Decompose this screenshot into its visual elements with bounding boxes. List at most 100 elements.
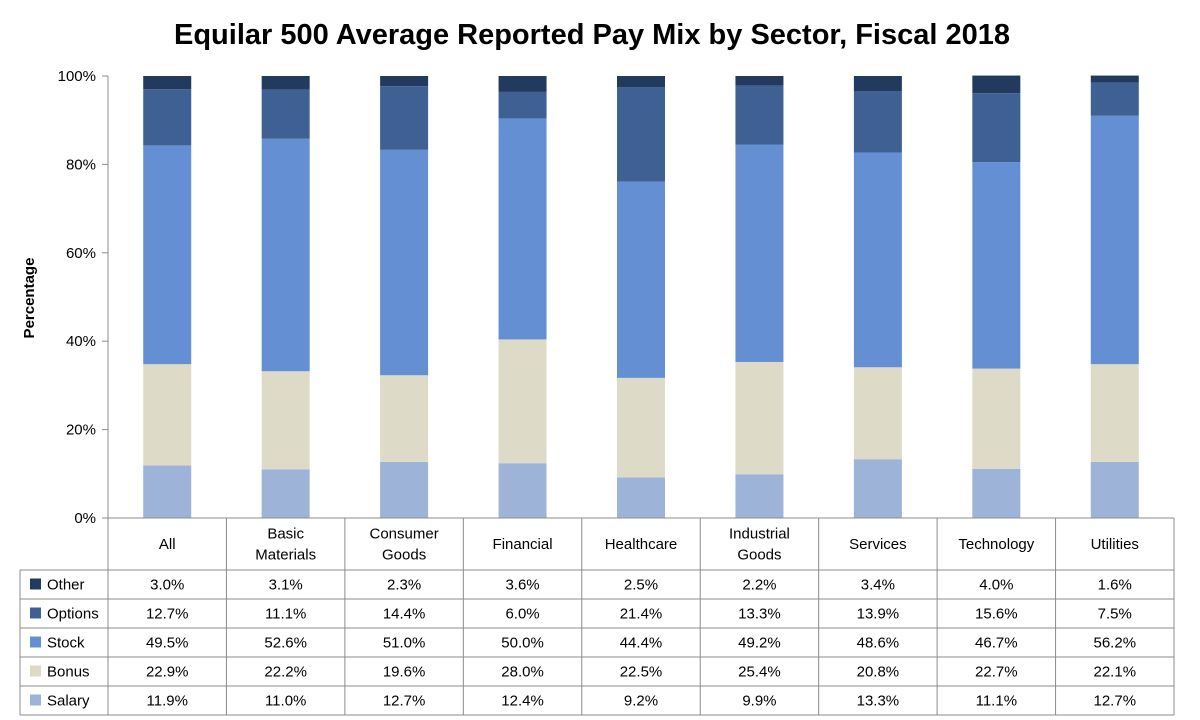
data-label-salary: 9.9% xyxy=(742,693,776,710)
category-label: All xyxy=(159,536,176,553)
category-label: Services xyxy=(849,536,907,553)
data-table: All Basic Materials Consumer Goods Financial H… xyxy=(19,517,1175,716)
bar-other-6 xyxy=(853,76,902,92)
data-label-bonus: 25.4% xyxy=(738,664,781,681)
legend-swatch-options xyxy=(30,607,41,619)
data-label-salary: 9.2% xyxy=(624,693,658,710)
legend-label-other: Other xyxy=(47,577,85,594)
category-label: Basic xyxy=(267,526,304,543)
legend-swatch-salary xyxy=(30,694,41,706)
data-label-other: 1.6% xyxy=(1098,577,1132,594)
category-label: Technology xyxy=(958,536,1034,553)
bar-bonus-3 xyxy=(498,339,547,464)
data-label-bonus: 20.8% xyxy=(857,664,900,681)
category-label: Industrial xyxy=(729,526,790,543)
data-label-other: 4.0% xyxy=(979,577,1013,594)
bar-stock-0 xyxy=(143,145,192,365)
y-tick-label: 20% xyxy=(66,422,96,439)
data-label-bonus: 19.6% xyxy=(383,664,426,681)
data-label-options: 7.5% xyxy=(1098,606,1132,623)
data-label-salary: 13.3% xyxy=(857,693,900,710)
data-label-bonus: 22.2% xyxy=(264,664,307,681)
data-label-stock: 48.6% xyxy=(857,635,900,652)
category-label: Utilities xyxy=(1091,536,1139,553)
bar-options-0 xyxy=(143,89,192,146)
y-tick-label: 0% xyxy=(74,510,96,527)
bar-other-3 xyxy=(498,76,547,92)
bar-options-7 xyxy=(972,93,1021,163)
data-label-options: 13.3% xyxy=(738,606,781,623)
data-label-options: 11.1% xyxy=(265,606,306,623)
category-label: Materials xyxy=(255,547,316,564)
bar-bonus-1 xyxy=(261,371,310,470)
bar-bonus-5 xyxy=(735,361,784,475)
data-label-stock: 51.0% xyxy=(383,635,426,652)
y-axis-ticks: 0% 20% 40% 60% 80% 100% xyxy=(58,68,109,527)
bar-bonus-6 xyxy=(853,367,902,460)
y-tick-label: 60% xyxy=(66,245,96,262)
legend-label-stock: Stock xyxy=(47,635,85,652)
y-axis-label: Percentage xyxy=(21,258,38,339)
bar-options-4 xyxy=(617,87,665,182)
data-label-stock: 50.0% xyxy=(501,635,544,652)
legend-swatch-stock xyxy=(30,636,41,648)
bar-salary-5 xyxy=(735,474,784,518)
data-label-options: 6.0% xyxy=(505,606,539,623)
category-label: Healthcare xyxy=(605,536,678,553)
bar-other-7 xyxy=(972,75,1021,94)
data-label-options: 15.6% xyxy=(975,606,1018,623)
bar-salary-6 xyxy=(853,459,902,518)
legend-swatch-bonus xyxy=(30,665,41,677)
data-label-other: 3.0% xyxy=(150,577,184,594)
bar-options-6 xyxy=(853,91,902,153)
data-label-options: 12.7% xyxy=(146,606,189,623)
bar-bonus-8 xyxy=(1090,364,1139,462)
bar-stock-3 xyxy=(498,118,547,340)
bar-salary-1 xyxy=(261,469,310,518)
data-label-options: 14.4% xyxy=(383,606,426,623)
data-label-other: 3.6% xyxy=(505,577,539,594)
bar-stock-4 xyxy=(617,181,665,378)
data-label-other: 3.1% xyxy=(269,577,303,594)
data-label-salary: 12.7% xyxy=(1094,693,1137,710)
bar-bonus-7 xyxy=(972,368,1021,469)
bar-bonus-4 xyxy=(617,377,665,478)
bar-stock-6 xyxy=(853,152,902,368)
bar-stock-7 xyxy=(972,162,1021,369)
bar-other-1 xyxy=(261,76,310,90)
category-label: Consumer xyxy=(370,526,439,543)
bar-other-8 xyxy=(1090,75,1139,83)
y-tick-label: 100% xyxy=(58,68,96,85)
data-label-bonus: 22.1% xyxy=(1094,664,1137,681)
data-label-options: 21.4% xyxy=(620,606,663,623)
legend-label-bonus: Bonus xyxy=(47,664,90,681)
stacked-bars xyxy=(143,75,1139,518)
data-label-stock: 44.4% xyxy=(620,635,663,652)
y-tick-label: 80% xyxy=(66,156,96,173)
bar-options-1 xyxy=(261,89,310,139)
bar-bonus-0 xyxy=(143,364,192,466)
data-label-salary: 12.7% xyxy=(383,693,426,710)
data-label-bonus: 22.7% xyxy=(975,664,1018,681)
data-label-other: 2.2% xyxy=(742,577,776,594)
data-label-salary: 11.9% xyxy=(147,693,188,710)
bar-stock-2 xyxy=(380,149,429,376)
bar-salary-8 xyxy=(1090,461,1139,518)
bar-bonus-2 xyxy=(380,375,429,462)
data-label-stock: 56.2% xyxy=(1094,635,1137,652)
legend-label-options: Options xyxy=(47,606,99,623)
bar-salary-4 xyxy=(617,477,665,518)
data-label-salary: 11.1% xyxy=(976,693,1017,710)
data-label-stock: 46.7% xyxy=(975,635,1018,652)
data-label-other: 2.5% xyxy=(624,577,658,594)
bar-stock-5 xyxy=(735,144,784,362)
bar-options-3 xyxy=(498,91,547,119)
category-label: Financial xyxy=(493,536,553,553)
data-label-stock: 52.6% xyxy=(264,635,307,652)
data-label-other: 3.4% xyxy=(861,577,895,594)
bar-other-2 xyxy=(380,76,429,87)
legend-swatch-other xyxy=(30,578,41,590)
legend-label-salary: Salary xyxy=(47,693,90,710)
